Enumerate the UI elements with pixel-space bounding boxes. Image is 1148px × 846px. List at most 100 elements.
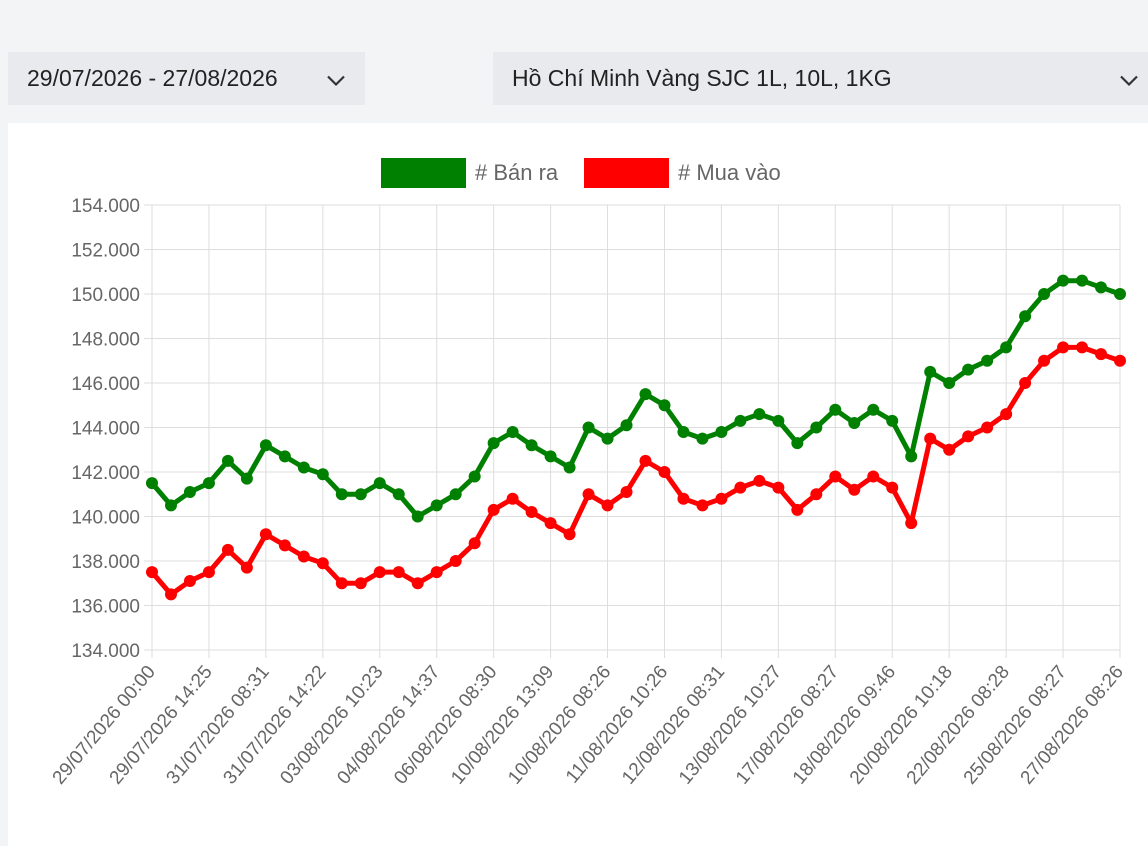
series-0-point xyxy=(316,468,329,481)
y-tick-label: 140.000 xyxy=(71,508,140,529)
x-tick-label: 27/08/2026 08:26 xyxy=(1017,662,1128,789)
series-1-point xyxy=(601,499,614,512)
x-tick-label: 31/07/2026 14:22 xyxy=(219,662,330,789)
x-tick-label: 31/07/2026 08:31 xyxy=(163,662,274,789)
series-1-point xyxy=(392,566,405,579)
series-0-point xyxy=(582,421,595,434)
x-tick-label: 29/07/2026 00:00 xyxy=(49,662,160,789)
series-1-point xyxy=(335,577,348,590)
series-0-point xyxy=(696,432,709,445)
x-tick-label: 29/07/2026 14:25 xyxy=(106,662,217,789)
series-1-point xyxy=(1095,348,1108,361)
series-1-point xyxy=(563,528,576,541)
series-0-point xyxy=(905,450,918,463)
series-1-point xyxy=(259,528,272,541)
y-tick-label: 138.000 xyxy=(71,552,140,573)
series-0-point xyxy=(1114,288,1126,300)
series-0-point xyxy=(810,421,823,434)
series-1-point xyxy=(468,537,481,550)
series-0-point xyxy=(392,488,405,501)
series-0-point xyxy=(1019,310,1032,323)
series-0-point xyxy=(886,414,899,427)
series-0-point xyxy=(639,388,652,401)
series-1-point xyxy=(848,483,861,496)
series-1-point xyxy=(943,443,956,456)
series-1-point xyxy=(487,503,500,516)
x-tick-label: 18/08/2026 09:46 xyxy=(789,662,900,789)
series-0-point xyxy=(1076,274,1089,287)
series-1-point xyxy=(981,421,994,434)
series-0-point xyxy=(487,437,500,450)
series-0-point xyxy=(772,414,785,427)
series-1-point xyxy=(753,474,766,487)
series-1-point xyxy=(886,481,899,494)
series-0-point xyxy=(1000,341,1013,354)
series-1-point xyxy=(278,539,291,552)
series-0-point xyxy=(259,439,272,452)
x-tick-label: 06/08/2026 08:30 xyxy=(390,662,501,789)
x-tick-label: 04/08/2026 14:37 xyxy=(333,662,444,789)
series-1-point xyxy=(658,466,671,478)
series-1-point xyxy=(639,454,652,467)
series-1-point xyxy=(544,517,557,530)
series-1-point xyxy=(1076,341,1089,354)
series-0-point xyxy=(221,454,234,467)
x-tick-label: 20/08/2026 10:18 xyxy=(846,662,957,789)
series-0-point xyxy=(1095,281,1108,294)
series-1-point xyxy=(715,492,728,505)
series-0-point xyxy=(1057,274,1070,287)
series-1-point xyxy=(449,555,462,567)
series-0-point xyxy=(924,365,937,378)
y-tick-label: 152.000 xyxy=(71,241,140,262)
y-tick-label: 144.000 xyxy=(71,419,140,440)
series-1-point xyxy=(696,499,709,512)
series-0-point xyxy=(468,470,481,483)
date-range-select[interactable]: 29/07/2026 - 27/08/2026 xyxy=(8,52,365,105)
series-0-point xyxy=(829,403,842,416)
y-axis-ticks: 154.000 152.000 150.000 148.000 146.000 144.0… xyxy=(71,196,140,662)
series-0-point xyxy=(791,437,804,450)
series-0-point xyxy=(867,403,880,416)
x-tick-label: 11/08/2026 10:26 xyxy=(562,662,672,788)
series-0-point xyxy=(962,363,975,376)
x-tick-label: 22/08/2026 08:28 xyxy=(903,662,1014,789)
series-1-point xyxy=(962,430,975,443)
series-0-point xyxy=(658,399,671,412)
series-1-point xyxy=(905,517,918,530)
series-line-1 xyxy=(150,344,1121,597)
series-1-point xyxy=(506,492,519,505)
series-1-point xyxy=(734,481,747,494)
series-0-point xyxy=(146,477,158,490)
chevron-down-icon xyxy=(326,65,346,92)
y-tick-label: 150.000 xyxy=(71,285,140,306)
x-tick-label: 12/08/2026 08:31 xyxy=(618,662,729,789)
series-0-point xyxy=(715,425,728,438)
series-0-point xyxy=(335,488,348,501)
series-1-point xyxy=(772,481,785,494)
price-chart: 154.000 152.000 150.000 148.000 146.000 144.0… xyxy=(49,158,1128,789)
x-tick-label: 10/08/2026 08:26 xyxy=(504,662,615,789)
product-value: Hồ Chí Minh Vàng SJC 1L, 10L, 1KG xyxy=(512,65,892,91)
series-1-point xyxy=(677,492,690,505)
x-tick-label: 25/08/2026 08:27 xyxy=(960,662,1071,789)
series-1-point xyxy=(183,575,196,588)
series-1-point xyxy=(810,488,823,501)
series-0-point xyxy=(373,477,386,490)
y-tick-label: 134.000 xyxy=(71,641,140,662)
chart-card: 154.000 152.000 150.000 148.000 146.000 144.0… xyxy=(8,123,1148,846)
series-1-point xyxy=(316,557,329,570)
series-0-point xyxy=(544,450,557,463)
series-0-point xyxy=(506,425,519,438)
series-1-point xyxy=(620,486,633,499)
series-points xyxy=(146,274,1126,601)
x-tick-label: 13/08/2026 10:27 xyxy=(675,662,786,789)
series-0-point xyxy=(411,510,424,523)
product-select[interactable]: Hồ Chí Minh Vàng SJC 1L, 10L, 1KG xyxy=(493,52,1148,105)
series-0-point xyxy=(848,417,861,430)
series-1-point xyxy=(373,566,386,579)
series-1-point xyxy=(430,566,443,579)
series-0-point xyxy=(164,499,177,512)
series-0-point xyxy=(183,486,196,499)
series-line-0 xyxy=(150,278,1121,519)
y-tick-label: 146.000 xyxy=(71,374,140,395)
